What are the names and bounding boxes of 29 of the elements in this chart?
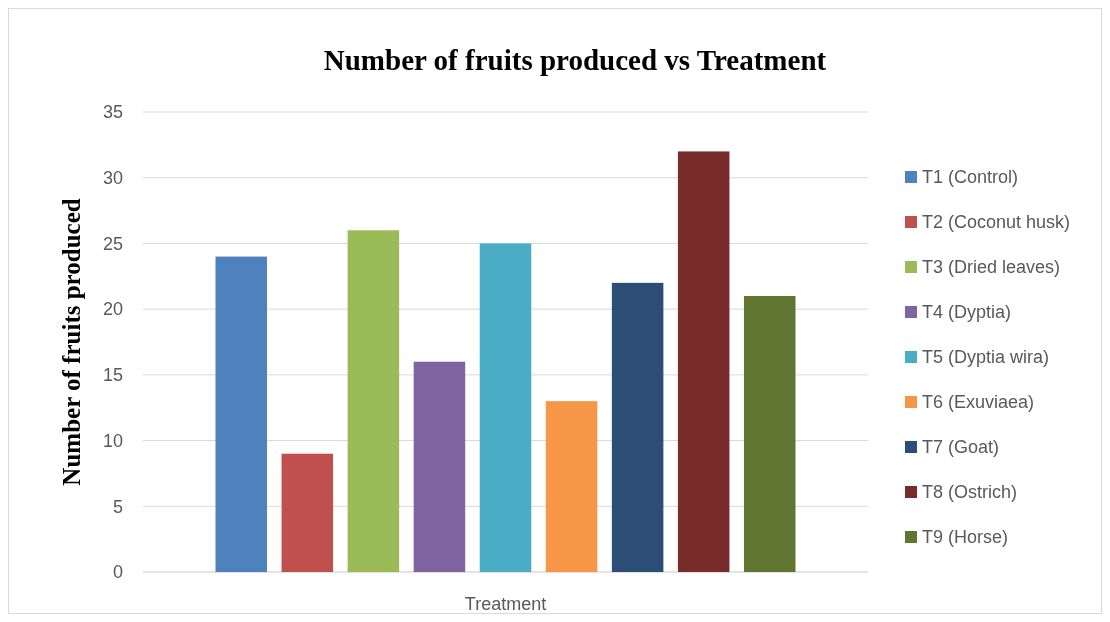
chart-title: Number of fruits produced vs Treatment bbox=[323, 44, 827, 76]
y-tick-label: 20 bbox=[102, 299, 123, 320]
legend-label: T4 (Dyptia) bbox=[922, 302, 1012, 323]
legend-label: T2 (Coconut husk) bbox=[922, 212, 1071, 233]
bar bbox=[479, 243, 532, 572]
legend-label: T6 (Exuviaea) bbox=[922, 392, 1035, 413]
bar bbox=[347, 230, 400, 572]
legend-label: T5 (Dyptia wira) bbox=[922, 347, 1050, 368]
bar bbox=[215, 256, 268, 572]
bar bbox=[611, 282, 664, 572]
legend-label: T1 (Control) bbox=[922, 167, 1019, 188]
legend-label: T9 (Horse) bbox=[922, 527, 1009, 548]
legend-label: T8 (Ostrich) bbox=[922, 482, 1018, 503]
y-tick-label: 25 bbox=[102, 233, 123, 254]
legend-label: T7 (Goat) bbox=[922, 437, 1000, 458]
bar bbox=[545, 401, 598, 572]
bar bbox=[281, 453, 334, 572]
legend-label: T3 (Dried leaves) bbox=[922, 257, 1061, 278]
y-tick-label: 10 bbox=[102, 430, 123, 451]
bar bbox=[413, 361, 466, 572]
x-axis-title: Treatment bbox=[464, 594, 547, 614]
bar bbox=[743, 296, 796, 572]
y-tick-label: 0 bbox=[112, 562, 123, 583]
y-tick-label: 15 bbox=[102, 365, 123, 386]
y-axis-title: Number of fruits produced bbox=[58, 198, 85, 486]
y-tick-label: 30 bbox=[102, 168, 123, 189]
bar bbox=[677, 151, 730, 572]
y-tick-label: 5 bbox=[112, 496, 123, 517]
y-tick-label: 35 bbox=[102, 102, 123, 123]
